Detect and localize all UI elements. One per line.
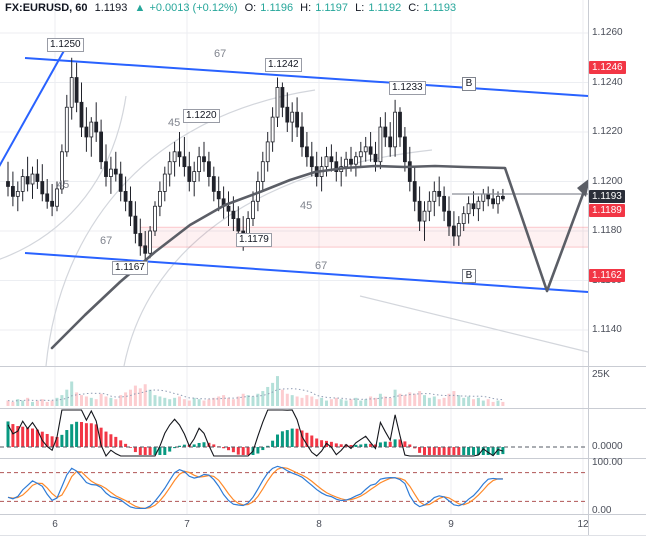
close-value: 1.1193 xyxy=(423,2,457,14)
price-axis-tick: 1.1260 xyxy=(592,27,623,38)
stochastic-lines xyxy=(0,465,588,510)
wave-count-label[interactable]: 45 xyxy=(57,179,70,191)
time-axis-label: 9 xyxy=(448,519,454,530)
time-axis-label: 7 xyxy=(184,519,190,530)
price-flag-label[interactable]: 1.1179 xyxy=(236,233,272,247)
open-value: 1.1196 xyxy=(260,2,294,14)
wave-count-label[interactable]: 67 xyxy=(100,235,113,247)
line-endpoint-label[interactable]: B xyxy=(462,269,476,283)
price-flag-label[interactable]: 1.1250 xyxy=(47,38,84,52)
price-axis-tick: 1.1220 xyxy=(592,126,623,137)
close-label: C: xyxy=(408,2,420,14)
price-badge: 1.1162 xyxy=(589,268,625,282)
volume-scale-label: 25K xyxy=(592,369,610,380)
high-value: 1.1197 xyxy=(315,2,349,14)
forecast-path[interactable] xyxy=(503,167,590,293)
time-axis-label: 8 xyxy=(316,519,322,530)
low-value: 1.1192 xyxy=(368,2,402,14)
stoch-lower-label: 0.00 xyxy=(592,505,612,516)
low-label: L: xyxy=(355,2,365,14)
line-endpoint-label[interactable]: B xyxy=(462,77,476,91)
price-flag-label[interactable]: 1.1233 xyxy=(389,81,426,95)
wave-count-label[interactable]: 45 xyxy=(300,200,313,212)
macd-line xyxy=(7,409,504,458)
price-badge: 1.1189 xyxy=(589,203,625,217)
wave-count-label[interactable]: 67 xyxy=(315,260,328,272)
support-zone[interactable] xyxy=(140,226,588,248)
wave-count-label[interactable]: 67 xyxy=(214,48,227,60)
price-flag-label[interactable]: 1.1242 xyxy=(265,58,302,72)
wave-count-label[interactable]: 45 xyxy=(168,117,181,129)
price-axis-tick: 1.1180 xyxy=(592,225,622,236)
symbol-info-bar: FX:EURUSD, 60 1.1193 ▲ +0.0013 (+0.12%) … xyxy=(5,2,460,14)
open-label: O: xyxy=(244,2,257,14)
last-price: 1.1193 xyxy=(94,2,128,14)
time-axis-label: 6 xyxy=(52,519,58,530)
symbol-title[interactable]: FX:EURUSD, 60 xyxy=(5,2,88,14)
change-arrow-icon: ▲ xyxy=(134,2,146,14)
price-axis-tick: 1.1200 xyxy=(592,175,623,187)
price-change: +0.0013 (+0.12%) xyxy=(149,2,238,14)
volume-bars xyxy=(6,376,505,406)
cycle-arcs xyxy=(0,89,589,367)
price-flag-label[interactable]: 1.1220 xyxy=(183,109,220,123)
stoch-upper-label: 100.00 xyxy=(592,457,623,468)
macd-zero-label: 0.0000 xyxy=(592,441,623,452)
price-axis-tick: 1.1240 xyxy=(592,76,623,88)
price-flag-label[interactable]: 1.1167 xyxy=(112,261,148,275)
macd-histogram xyxy=(0,421,588,455)
price-axis-tick: 1.1140 xyxy=(592,324,622,335)
high-label: H: xyxy=(300,2,312,14)
trend-ma-line[interactable] xyxy=(50,164,588,350)
price-badge: 1.1193 xyxy=(589,189,625,203)
price-badge: 1.1246 xyxy=(589,60,626,74)
channel-trendlines[interactable] xyxy=(0,39,589,293)
panel-separators xyxy=(0,0,646,536)
time-axis-label: 12 xyxy=(577,519,589,530)
